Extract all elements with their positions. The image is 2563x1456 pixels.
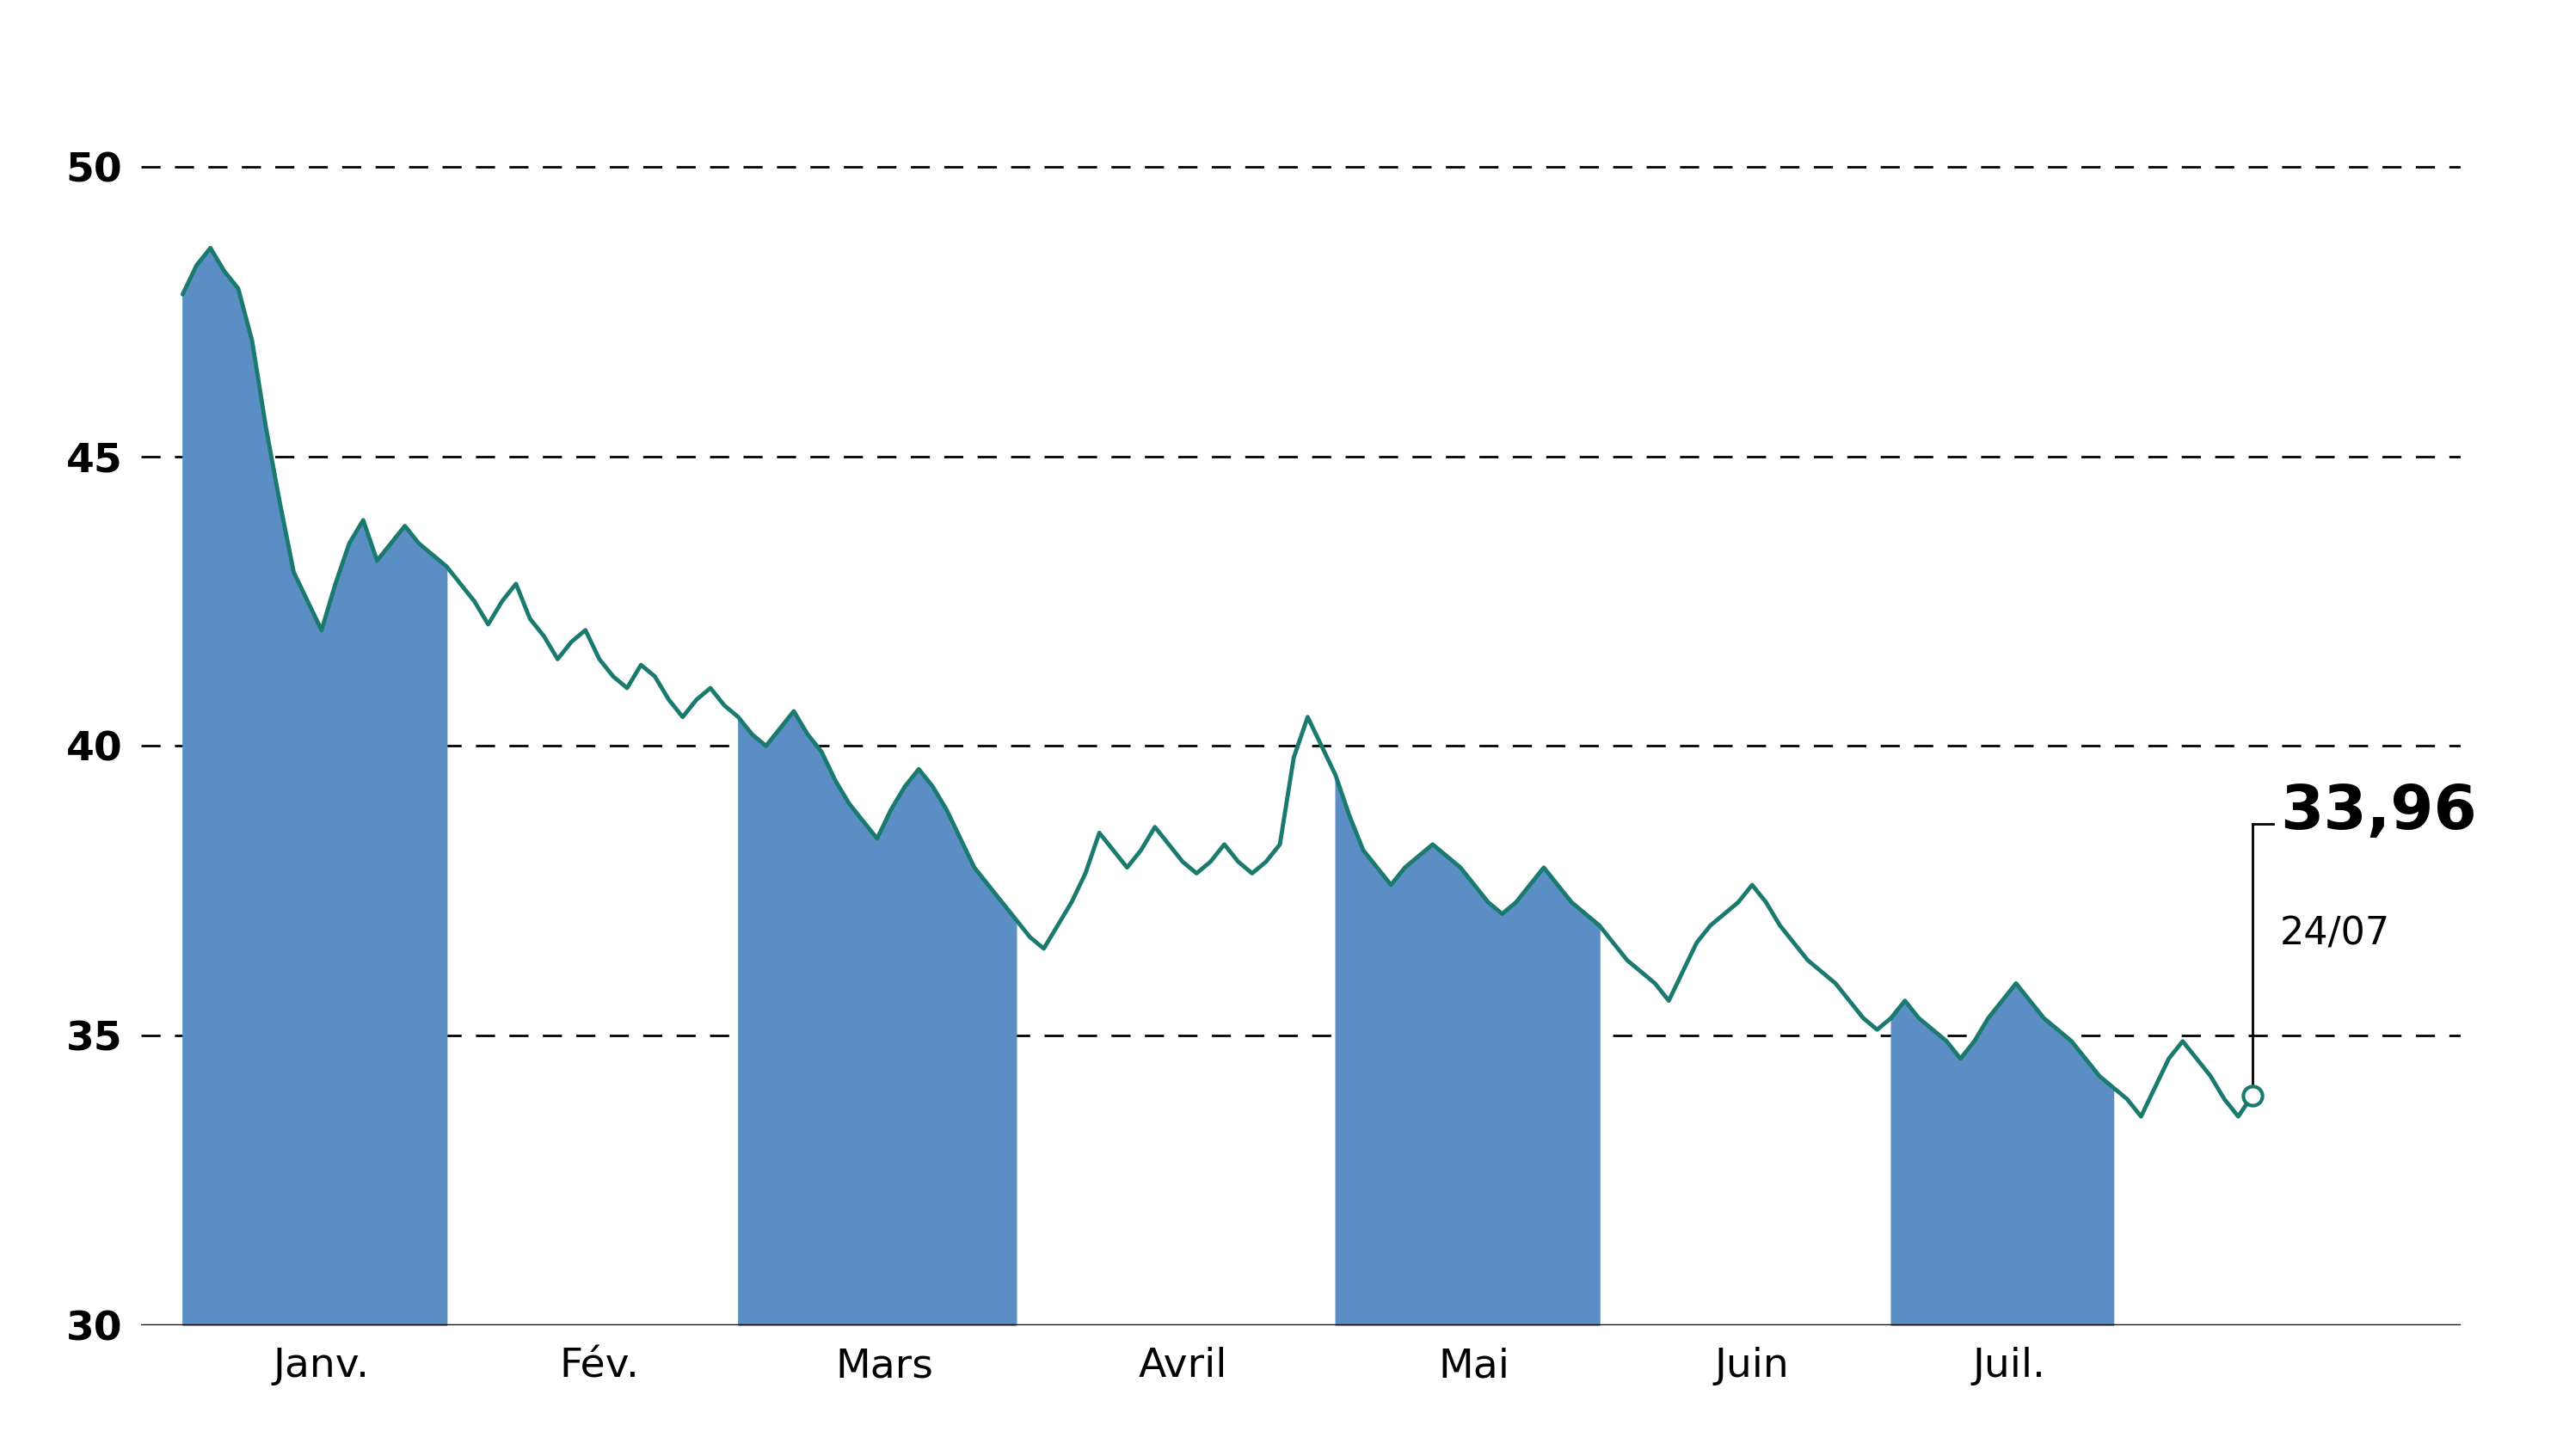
Text: 33,96: 33,96 [2281, 782, 2476, 842]
Text: 24/07: 24/07 [2281, 914, 2391, 952]
Text: DASSAULT SYSTEMES: DASSAULT SYSTEMES [638, 26, 1925, 131]
